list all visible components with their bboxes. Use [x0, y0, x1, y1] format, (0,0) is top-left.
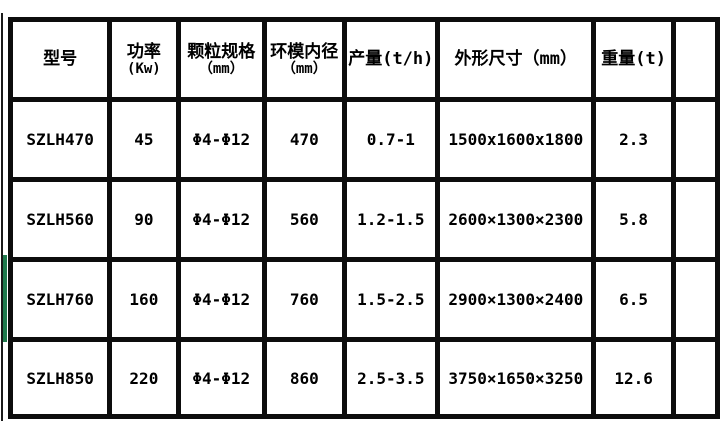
cell-clipped — [670, 337, 720, 419]
spec-table: 型号 功率 (Kw) 颗粒规格 （mm） 环模内径 （mm） 产量(t/h) 外… — [7, 17, 720, 419]
row-highlight-green-mark — [3, 255, 7, 342]
table-row: SZLH470 45 Φ4-Φ12 470 0.7-1 1500x1600x18… — [7, 97, 720, 182]
header-cell-dimensions: 外形尺寸（mm） — [435, 17, 597, 102]
header-label: 外形尺寸（mm） — [454, 49, 578, 70]
header-unit: (Kw) — [127, 61, 161, 77]
header-cell-weight: 重量(t) — [591, 17, 676, 102]
cell-model: SZLH760 — [7, 257, 113, 342]
left-edge-rule — [1, 13, 3, 421]
header-unit: （mm） — [198, 61, 244, 77]
cell-pellet-size: Φ4-Φ12 — [175, 257, 268, 342]
header-cell-die-diameter: 环模内径 （mm） — [262, 17, 347, 102]
cell-weight: 12.6 — [591, 337, 676, 419]
header-label: 环模内径 — [270, 41, 339, 62]
cell-weight: 5.8 — [591, 177, 676, 262]
cell-output: 1.5-2.5 — [341, 257, 441, 342]
cell-clipped — [670, 177, 720, 262]
cell-die-diameter: 760 — [262, 257, 347, 342]
cell-die-diameter: 470 — [262, 97, 347, 182]
header-label: 重量(t) — [601, 49, 666, 70]
cell-output: 0.7-1 — [341, 97, 441, 182]
cell-output: 1.2-1.5 — [341, 177, 441, 262]
cell-power: 45 — [107, 97, 181, 182]
cell-pellet-size: Φ4-Φ12 — [175, 337, 268, 419]
header-cell-clipped — [670, 17, 720, 102]
cell-pellet-size: Φ4-Φ12 — [175, 97, 268, 182]
header-label: 型号 — [43, 49, 78, 70]
cell-dimensions: 2600×1300×2300 — [435, 177, 597, 262]
header-label: 功率 — [126, 41, 161, 62]
cell-clipped — [670, 257, 720, 342]
cell-weight: 6.5 — [591, 257, 676, 342]
cell-power: 220 — [107, 337, 181, 419]
table-row: SZLH560 90 Φ4-Φ12 560 1.2-1.5 2600×1300×… — [7, 177, 720, 262]
cell-weight: 2.3 — [591, 97, 676, 182]
cell-power: 160 — [107, 257, 181, 342]
header-cell-power: 功率 (Kw) — [107, 17, 181, 102]
table-row-selected: SZLH760 160 Φ4-Φ12 760 1.5-2.5 2900×1300… — [7, 257, 720, 342]
header-row: 型号 功率 (Kw) 颗粒规格 （mm） 环模内径 （mm） 产量(t/h) 外… — [7, 17, 720, 102]
cell-output: 2.5-3.5 — [341, 337, 441, 419]
header-label: 产量(t/h) — [348, 49, 434, 70]
cell-clipped — [670, 97, 720, 182]
cell-pellet-size: Φ4-Φ12 — [175, 177, 268, 262]
header-cell-output: 产量(t/h) — [341, 17, 441, 102]
header-cell-model: 型号 — [7, 17, 113, 102]
cell-dimensions: 2900×1300×2400 — [435, 257, 597, 342]
cell-dimensions: 1500x1600x1800 — [435, 97, 597, 182]
header-label: 颗粒规格 — [187, 41, 256, 62]
cell-dimensions: 3750×1650×3250 — [435, 337, 597, 419]
cell-die-diameter: 860 — [262, 337, 347, 419]
header-unit: （mm） — [281, 61, 327, 77]
header-cell-pellet-size: 颗粒规格 （mm） — [175, 17, 268, 102]
cell-die-diameter: 560 — [262, 177, 347, 262]
cell-power: 90 — [107, 177, 181, 262]
table-row: SZLH850 220 Φ4-Φ12 860 2.5-3.5 3750×1650… — [7, 337, 720, 419]
cell-model: SZLH470 — [7, 97, 113, 182]
cell-model: SZLH560 — [7, 177, 113, 262]
cell-model: SZLH850 — [7, 337, 113, 419]
